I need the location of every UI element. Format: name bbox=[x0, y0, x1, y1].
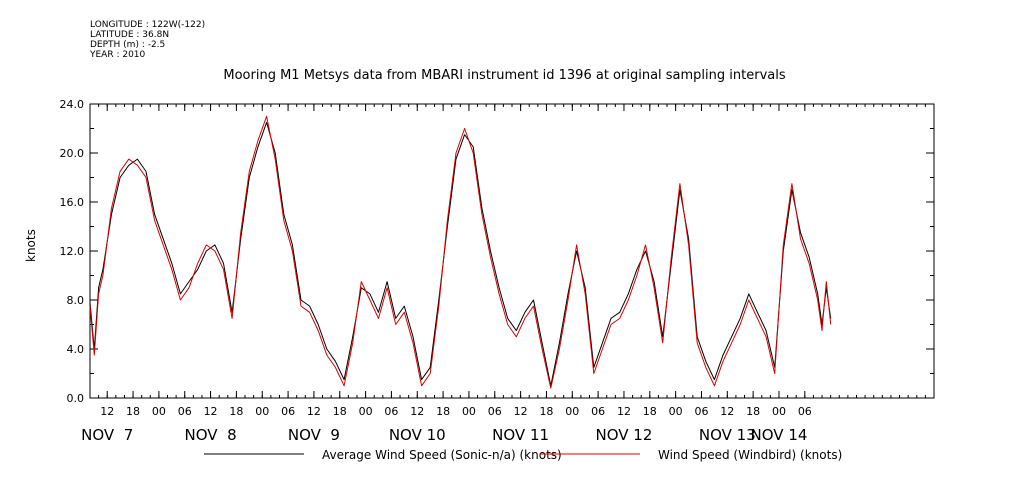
x-hour-tick-label: 12 bbox=[514, 405, 528, 418]
chart-title: Mooring M1 Metsys data from MBARI instru… bbox=[223, 68, 786, 83]
depth-text: DEPTH (m) : -2.5 bbox=[90, 40, 166, 50]
x-day-label: NOV 11 bbox=[492, 426, 549, 444]
x-hour-tick-label: 12 bbox=[307, 405, 321, 418]
x-hour-tick-label: 18 bbox=[126, 405, 140, 418]
x-hour-tick-label: 06 bbox=[281, 405, 295, 418]
x-hour-tick-label: 00 bbox=[152, 405, 166, 418]
x-hour-tick-label: 12 bbox=[100, 405, 114, 418]
y-tick-label: 12.0 bbox=[60, 245, 85, 258]
y-tick-label: 16.0 bbox=[60, 196, 85, 209]
x-day-label: NOV 8 bbox=[185, 426, 237, 444]
y-tick-label: 8.0 bbox=[67, 294, 85, 307]
year-text: YEAR : 2010 bbox=[90, 50, 146, 60]
legend-label: Average Wind Speed (Sonic-n/a) (knots) bbox=[322, 448, 562, 462]
y-tick-label: 0.0 bbox=[67, 392, 85, 405]
x-hour-tick-label: 06 bbox=[384, 405, 398, 418]
x-hour-tick-label: 00 bbox=[462, 405, 476, 418]
x-day-label: NOV 12 bbox=[596, 426, 653, 444]
x-hour-tick-label: 18 bbox=[436, 405, 450, 418]
x-day-label: NOV 10 bbox=[389, 426, 446, 444]
longitude-text: LONGITUDE : 122W(-122) bbox=[90, 20, 206, 30]
x-hour-tick-label: 00 bbox=[772, 405, 786, 418]
x-hour-tick-label: 06 bbox=[178, 405, 192, 418]
x-day-label: NOV 9 bbox=[288, 426, 340, 444]
x-hour-tick-label: 00 bbox=[565, 405, 579, 418]
latitude-text: LATITUDE : 36.8N bbox=[90, 30, 170, 40]
x-day-label: NOV 13 bbox=[699, 426, 756, 444]
x-day-label: NOV 7 bbox=[81, 426, 133, 444]
y-tick-label: 4.0 bbox=[67, 343, 85, 356]
x-hour-tick-label: 06 bbox=[694, 405, 708, 418]
x-hour-tick-label: 06 bbox=[591, 405, 605, 418]
x-hour-tick-label: 12 bbox=[617, 405, 631, 418]
x-hour-tick-label: 06 bbox=[798, 405, 812, 418]
series-line-average-wind-speed bbox=[89, 121, 832, 387]
x-hour-tick-label: 18 bbox=[229, 405, 243, 418]
x-hour-tick-label: 00 bbox=[669, 405, 683, 418]
x-hour-tick-label: 12 bbox=[204, 405, 218, 418]
series-line-windbird-wind-speed bbox=[89, 115, 832, 389]
x-hour-tick-label: 18 bbox=[746, 405, 760, 418]
x-hour-tick-label: 18 bbox=[539, 405, 553, 418]
metadata-block: LONGITUDE : 122W(-122) LATITUDE : 36.8N … bbox=[90, 20, 205, 60]
x-hour-tick-label: 00 bbox=[359, 405, 373, 418]
x-hour-tick-label: 18 bbox=[333, 405, 347, 418]
x-hour-tick-label: 12 bbox=[720, 405, 734, 418]
x-hour-tick-label: 12 bbox=[410, 405, 424, 418]
legend-label: Wind Speed (Windbird) (knots) bbox=[658, 448, 842, 462]
x-hour-tick-label: 18 bbox=[643, 405, 657, 418]
x-hour-tick-label: 06 bbox=[488, 405, 502, 418]
y-tick-label: 20.0 bbox=[60, 147, 85, 160]
y-axis-label: knots bbox=[24, 229, 38, 262]
x-day-label: NOV 14 bbox=[751, 426, 808, 444]
x-hour-tick-label: 00 bbox=[255, 405, 269, 418]
y-tick-label: 24.0 bbox=[60, 98, 85, 111]
